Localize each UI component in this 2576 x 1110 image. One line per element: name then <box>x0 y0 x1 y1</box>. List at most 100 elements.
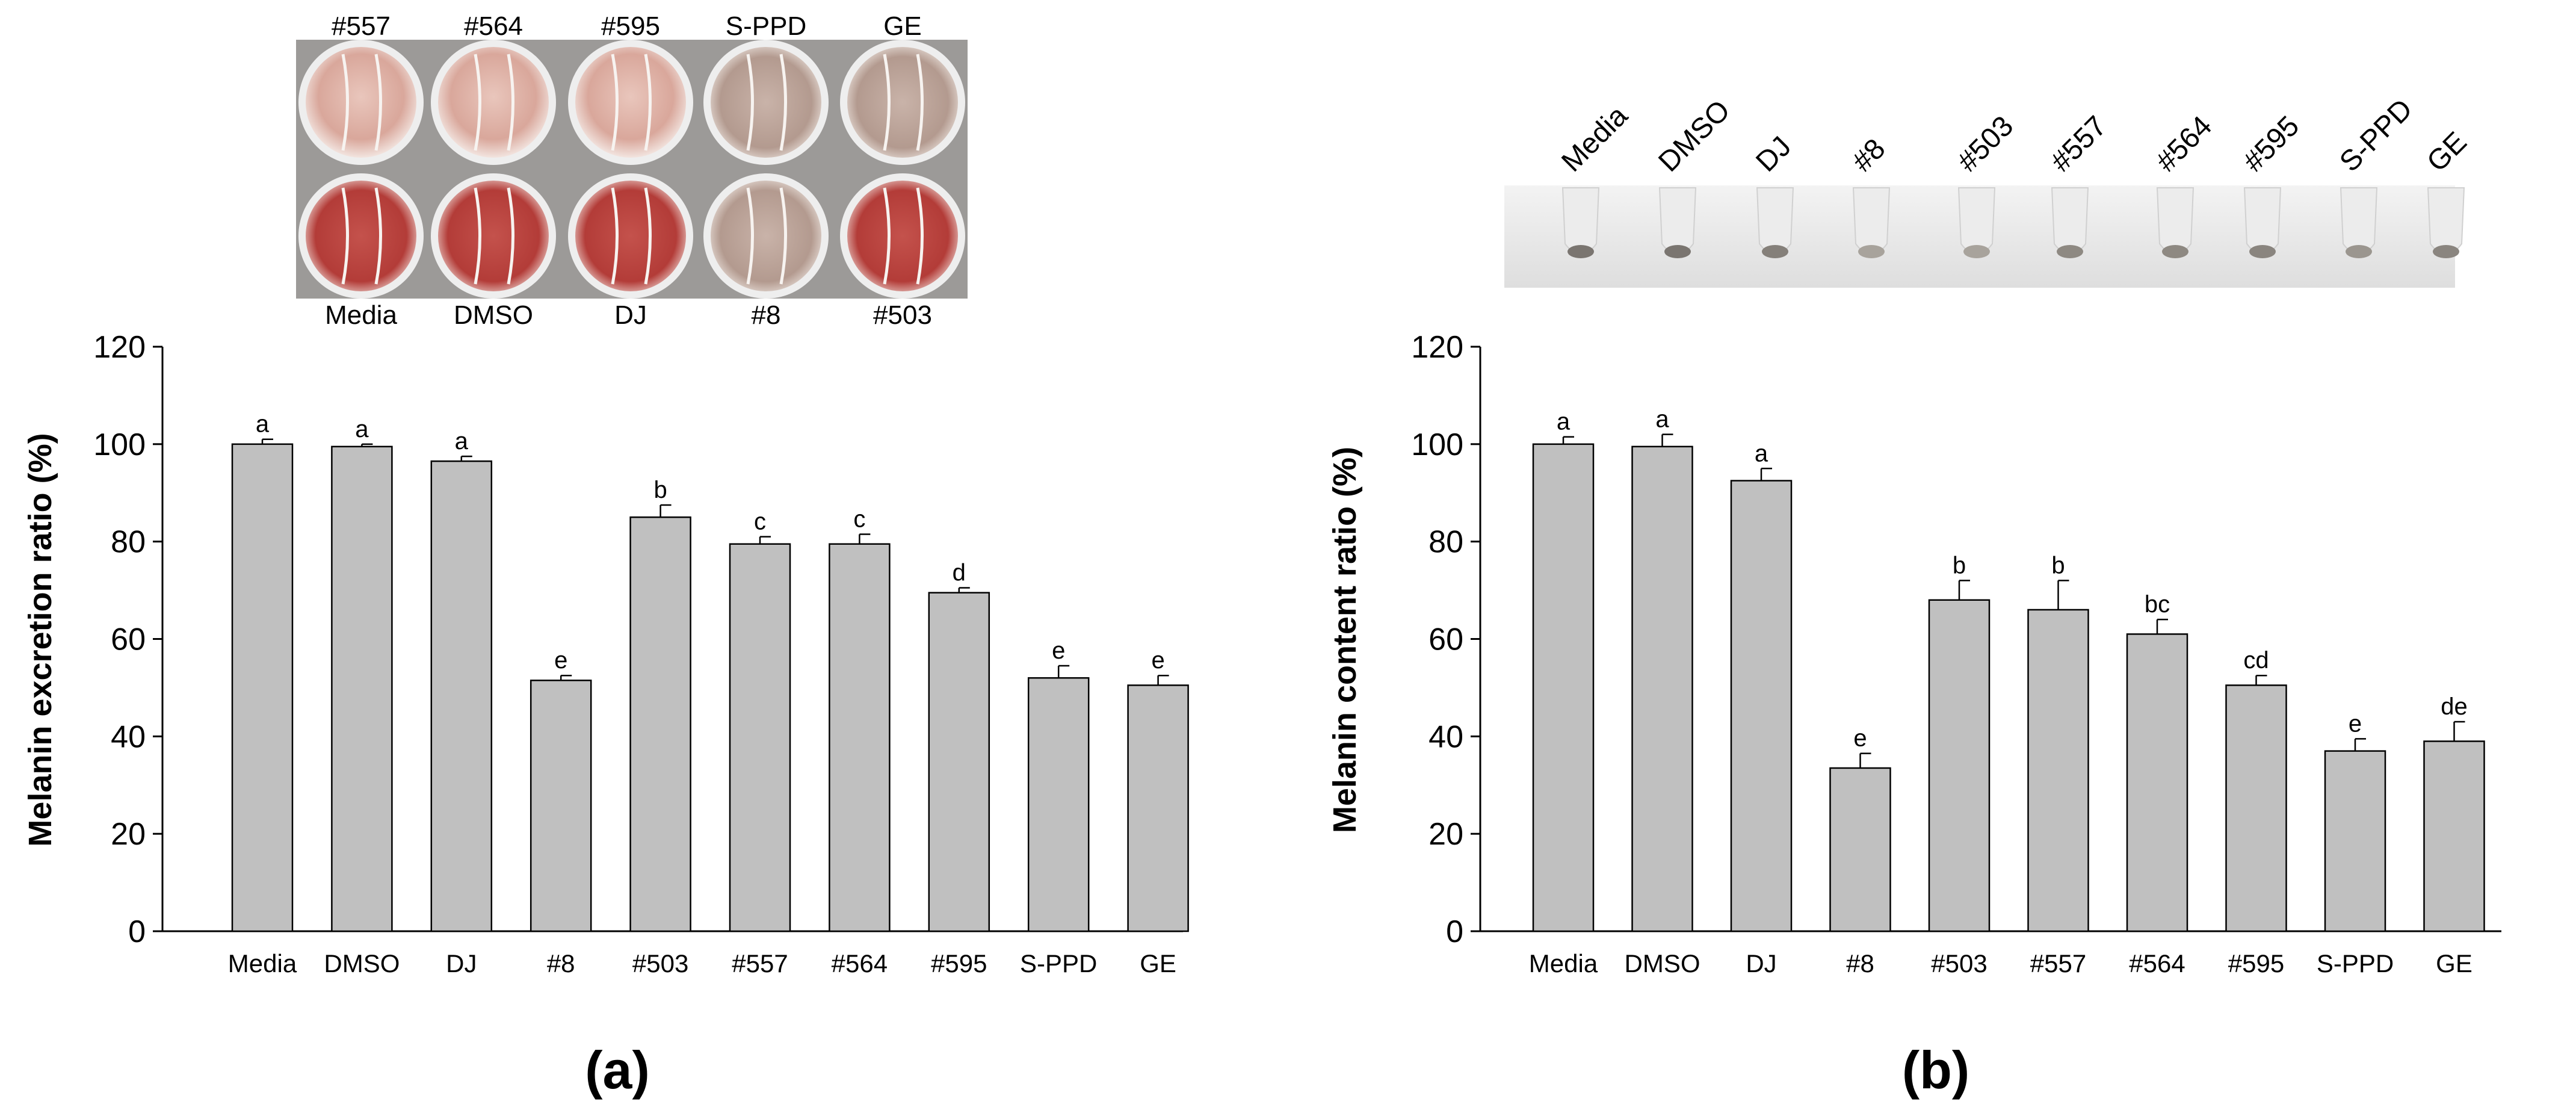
x-tick-label: DMSO <box>1625 949 1700 978</box>
photo-top-label: GE <box>883 11 922 41</box>
well <box>575 181 686 291</box>
tube <box>2051 187 2089 255</box>
x-tick-label: #557 <box>2030 949 2086 978</box>
tube-label: Media <box>1555 100 1634 178</box>
well-insert <box>507 54 514 151</box>
tube <box>1561 187 1600 255</box>
bar <box>430 460 493 932</box>
significance-letter: a <box>1755 440 1768 467</box>
well-insert <box>644 187 652 285</box>
well <box>306 181 416 291</box>
significance-letter: bc <box>2145 591 2170 618</box>
significance-letter: a <box>455 428 469 454</box>
significance-letter: e <box>1151 647 1164 674</box>
y-tick-label: 100 <box>93 427 146 462</box>
x-tick-label: #503 <box>632 949 688 978</box>
y-tick-label: 80 <box>111 525 146 560</box>
tube-labels: Media DMSO DJ #8 #503 #557 #564 #595 S-PPD GE <box>1555 93 2473 178</box>
y-tick-label: 120 <box>93 330 146 365</box>
well <box>438 181 549 291</box>
y-tick-label: 20 <box>1429 817 1463 852</box>
well-insert <box>341 187 349 285</box>
significance-letter: cd <box>2243 647 2269 674</box>
x-tick-label: Media <box>228 949 297 978</box>
y-tick-label: 120 <box>1411 330 1463 365</box>
tube <box>2340 187 2378 255</box>
bar <box>2126 633 2188 932</box>
panel-label-a: (a) <box>585 1040 650 1100</box>
well-insert <box>611 187 619 285</box>
bar <box>1829 767 1891 932</box>
well-insert <box>474 54 481 151</box>
y-tick-label: 20 <box>111 817 146 852</box>
y-tick-label: 0 <box>1446 914 1463 949</box>
y-tick-label: 100 <box>1411 427 1463 462</box>
well-plate-top-labels: #557 #564 #595 S-PPD GE <box>332 11 922 41</box>
bar <box>1730 480 1793 932</box>
bar <box>629 516 691 932</box>
well-plate-photo <box>296 40 968 299</box>
bar <box>1127 684 1189 932</box>
well-plate-wells <box>298 40 965 299</box>
x-tick-label: S-PPD <box>2317 949 2394 978</box>
tube-label: S-PPD <box>2334 93 2418 178</box>
tube-pellet <box>1568 245 1594 258</box>
tube-pellet <box>1858 245 1885 258</box>
bar <box>2225 684 2287 932</box>
bar <box>729 543 791 932</box>
tube-pellet <box>2057 245 2083 258</box>
x-tick-label: GE <box>2436 949 2473 978</box>
photo-bottom-label: DMSO <box>454 300 533 330</box>
well-insert <box>611 54 619 151</box>
well-insert <box>746 54 754 151</box>
tube-pellet <box>1664 245 1691 258</box>
x-tick-label: #8 <box>547 949 575 978</box>
tube-pellet <box>1963 245 1990 258</box>
well-insert <box>916 187 924 285</box>
well-insert <box>779 54 787 151</box>
tube-photo <box>1504 185 2465 288</box>
photo-bottom-label: DJ <box>614 300 647 330</box>
well-insert <box>883 54 891 151</box>
well <box>711 47 821 158</box>
tube <box>1756 187 1794 255</box>
tube-label: DJ <box>1750 131 1797 178</box>
tube <box>1852 187 1891 255</box>
well-insert <box>507 187 514 285</box>
x-tick-label: DMSO <box>324 949 400 978</box>
well <box>306 47 416 158</box>
significance-letter: de <box>2441 693 2468 720</box>
y-tick-label: 60 <box>111 622 146 657</box>
significance-letter: e <box>554 647 567 674</box>
bar <box>331 445 393 932</box>
photo-top-label: #595 <box>601 11 660 41</box>
y-tick-label: 80 <box>1429 525 1463 560</box>
x-tick-label: #557 <box>732 949 788 978</box>
bar <box>231 443 294 932</box>
panel-label-b: (b) <box>1902 1040 1969 1100</box>
tube-label: #503 <box>1951 110 2019 178</box>
well <box>711 181 821 291</box>
well-insert <box>474 187 481 285</box>
x-tick-label: #564 <box>832 949 888 978</box>
x-tick-label: S-PPD <box>1020 949 1097 978</box>
bar <box>530 680 592 932</box>
significance-letter: c <box>754 509 766 535</box>
chart-a: 0 20 40 60 80 100 120 a Media a DMSO a DJ e #8 b #503 c #5… <box>93 330 1189 978</box>
x-tick-label: Media <box>1529 949 1598 978</box>
significance-letter: b <box>1953 552 1966 578</box>
significance-letter: e <box>1052 637 1065 664</box>
well-insert <box>374 54 382 151</box>
tube-pellet <box>2346 245 2372 258</box>
photo-bottom-label: #8 <box>752 300 781 330</box>
well-insert <box>883 187 891 285</box>
x-tick-label: #595 <box>2228 949 2284 978</box>
tube-pellet <box>2433 245 2459 258</box>
y-tick-label: 40 <box>1429 719 1463 754</box>
tube-label: DMSO <box>1652 94 1736 178</box>
bar <box>928 592 990 932</box>
photo-top-label: #557 <box>332 11 391 41</box>
bar <box>2027 609 2089 932</box>
y-axis-label-a: Melanin excretion ratio (%) <box>22 433 58 846</box>
